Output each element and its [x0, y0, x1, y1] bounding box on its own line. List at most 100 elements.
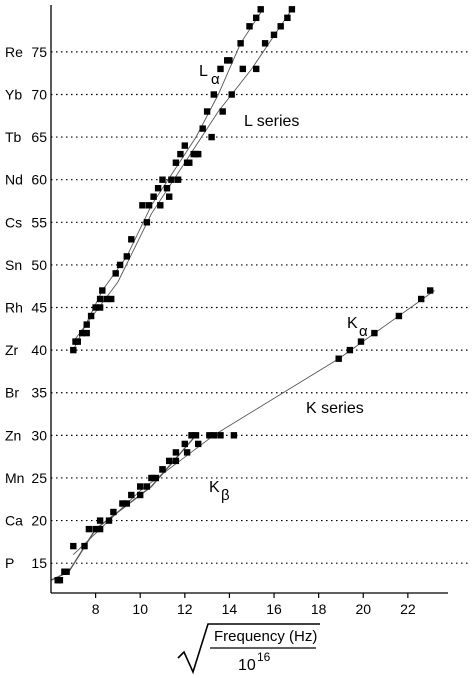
x-tick-label: 12 — [177, 601, 193, 617]
y-tick-label: P — [5, 555, 14, 571]
data-point — [70, 346, 77, 354]
y-tick-value: 65 — [31, 129, 47, 145]
data-point — [357, 338, 365, 345]
x-tick-label: 16 — [266, 601, 282, 617]
data-point — [103, 295, 110, 303]
data-point — [257, 6, 264, 13]
data-point — [239, 65, 246, 73]
data-point — [87, 312, 95, 320]
data-point — [81, 542, 88, 550]
data-point — [210, 91, 217, 98]
annotation-k-beta: K β — [209, 479, 230, 504]
annotation-l-alpha-main: L — [199, 63, 208, 80]
x-axis-label: Frequency (Hz) 10 16 — [177, 623, 320, 675]
y-tick-label: Cs — [5, 214, 22, 230]
data-point — [237, 40, 244, 47]
y-tick-value: 20 — [31, 513, 47, 529]
data-point — [154, 185, 162, 192]
annotation-k-series: K series — [306, 400, 364, 417]
y-tick-label: Zr — [5, 342, 19, 358]
annotation-k-alpha-main: K — [347, 315, 358, 332]
data-point — [157, 202, 164, 209]
data-point — [72, 338, 79, 345]
y-tick-value: 45 — [31, 300, 47, 316]
data-point — [208, 133, 215, 141]
data-point — [110, 508, 117, 516]
series-line — [50, 434, 197, 581]
data-point — [139, 202, 146, 209]
data-point — [128, 236, 135, 243]
series-line — [72, 9, 293, 342]
data-point — [217, 432, 224, 439]
annotation-k-beta-main: K — [209, 479, 220, 496]
data-point — [166, 193, 173, 200]
data-point — [92, 304, 99, 311]
data-point — [199, 125, 206, 132]
annotation-l-alpha: L α — [199, 63, 220, 88]
annotation-k-alpha-sub: α — [359, 323, 368, 340]
y-tick-label: Mn — [5, 470, 24, 486]
data-point — [230, 432, 238, 439]
data-point — [217, 65, 224, 73]
data-point — [137, 483, 144, 490]
sqrt-symbol — [177, 623, 320, 675]
x-tick-label: 8 — [92, 601, 100, 617]
data-point — [83, 321, 90, 328]
data-point — [206, 432, 213, 439]
data-point — [137, 491, 144, 499]
data-point — [159, 176, 166, 183]
data-point — [168, 176, 175, 183]
data-point — [63, 568, 70, 575]
data-points — [54, 6, 434, 584]
y-tick-label: Nd — [5, 172, 23, 188]
y-tick-value: 70 — [31, 86, 47, 102]
data-point — [371, 329, 378, 337]
data-point — [253, 65, 260, 73]
data-point — [261, 40, 269, 47]
data-point — [96, 525, 104, 533]
data-point — [152, 474, 159, 482]
data-point — [105, 517, 113, 524]
data-point — [70, 542, 77, 550]
y-tick-label: Re — [5, 44, 23, 60]
y-tick-labels: P 15 Ca 20 Mn 25 Zn 30 Br 35 Zr 40 Rh 45 Sn 50 Cs 55 Nd 60 T… — [5, 44, 47, 571]
data-point — [83, 329, 90, 337]
x-tick-label: 10 — [132, 601, 148, 617]
data-point — [228, 91, 235, 98]
data-point — [177, 150, 184, 158]
data-point — [270, 31, 278, 38]
data-point — [192, 150, 200, 158]
data-point — [159, 466, 166, 473]
data-point — [96, 517, 104, 524]
data-point — [346, 346, 354, 354]
series-line — [72, 434, 215, 556]
data-point — [143, 219, 151, 226]
data-point — [148, 474, 155, 482]
data-point — [288, 6, 296, 13]
data-point — [181, 440, 188, 448]
data-point — [92, 525, 99, 533]
data-point — [192, 432, 200, 439]
annotation-k-alpha: K α — [347, 315, 368, 340]
data-point — [145, 202, 153, 209]
data-point — [253, 14, 260, 21]
data-point — [172, 449, 180, 456]
data-point — [128, 491, 135, 499]
annotation-k-beta-sub: β — [221, 487, 230, 504]
x-axis-label-denominator-base: 10 — [238, 657, 256, 674]
y-tick-label: Sn — [5, 257, 22, 273]
data-point — [99, 287, 106, 294]
data-point — [183, 449, 191, 456]
y-tick-value: 60 — [31, 172, 47, 188]
x-tick-labels: 8 10 12 14 16 18 20 22 — [92, 593, 416, 617]
x-tick-label: 18 — [311, 601, 327, 617]
data-point — [119, 500, 126, 507]
y-tick-value: 35 — [31, 385, 47, 401]
x-axis-label-denominator-exp: 16 — [257, 650, 271, 664]
data-point — [96, 295, 104, 303]
data-point — [203, 108, 211, 115]
data-point — [188, 432, 195, 439]
data-point — [123, 500, 130, 507]
series-line — [72, 9, 264, 351]
